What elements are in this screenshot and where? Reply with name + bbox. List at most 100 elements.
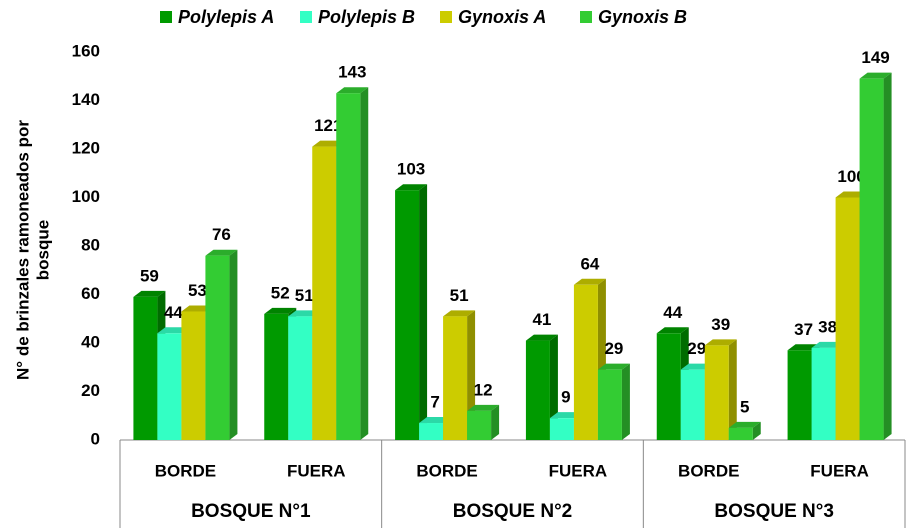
- legend-label: Polylepis B: [318, 7, 415, 27]
- bar-side: [419, 184, 428, 440]
- data-label: 44: [164, 303, 183, 322]
- y-tick-label: 0: [91, 429, 100, 448]
- bar-side: [728, 339, 737, 440]
- data-label: 76: [212, 225, 231, 244]
- data-label: 100: [837, 167, 865, 186]
- x-tick-label: BORDE: [678, 461, 739, 480]
- legend-swatch: [160, 11, 172, 23]
- bar-side: [752, 421, 761, 440]
- bar: [467, 410, 492, 440]
- bar-top: [443, 310, 476, 317]
- bar-top: [859, 72, 892, 79]
- y-tick-label: 40: [81, 332, 100, 351]
- bar: [336, 93, 361, 440]
- y-tick-label: 80: [81, 235, 100, 254]
- legend-label: Gynoxis A: [458, 7, 546, 27]
- y-label-line: bosque: [33, 220, 52, 280]
- bar-top: [395, 184, 428, 191]
- legend-label: Polylepis A: [178, 7, 274, 27]
- data-label: 9: [561, 388, 570, 407]
- bar-top: [133, 290, 166, 297]
- bar-top: [728, 421, 761, 428]
- data-label: 39: [711, 315, 730, 334]
- bar: [205, 255, 230, 440]
- bar-top: [467, 404, 500, 411]
- data-label: 52: [271, 283, 290, 302]
- bar-top: [656, 327, 689, 334]
- data-label: 37: [794, 320, 813, 339]
- data-label: 59: [140, 266, 159, 285]
- data-label: 38: [818, 317, 837, 336]
- data-label: 41: [532, 310, 551, 329]
- bar: [157, 333, 182, 440]
- data-label: 44: [663, 303, 682, 322]
- y-label-line: N° de brinzales ramoneados por: [13, 120, 32, 380]
- bar: [728, 427, 753, 440]
- legend-swatch: [440, 11, 452, 23]
- bar: [133, 296, 158, 440]
- bar: [395, 190, 420, 440]
- bar-side: [229, 249, 238, 440]
- bar-side: [549, 334, 558, 440]
- bar-side: [360, 87, 369, 440]
- x-tick-label: FUERA: [287, 461, 346, 480]
- bar: [811, 347, 836, 440]
- bar-side: [491, 404, 500, 440]
- y-tick-label: 60: [81, 284, 100, 303]
- y-tick-label: 120: [72, 138, 100, 157]
- bar: [288, 316, 313, 440]
- bar: [549, 418, 574, 440]
- y-tick-label: 140: [72, 90, 100, 109]
- bar: [680, 369, 705, 440]
- bar: [443, 316, 468, 440]
- bar-top: [525, 334, 558, 341]
- data-label: 12: [474, 380, 493, 399]
- data-label: 121: [314, 116, 342, 135]
- bar: [787, 350, 812, 440]
- bar: [835, 197, 860, 440]
- legend-swatch: [300, 11, 312, 23]
- bar-side: [883, 72, 892, 441]
- x-tick-label: FUERA: [810, 461, 869, 480]
- y-tick-label: 100: [72, 187, 100, 206]
- bar: [312, 146, 337, 440]
- data-label: 29: [604, 339, 623, 358]
- bar: [181, 311, 206, 440]
- data-label: 7: [430, 393, 439, 412]
- bar-top: [597, 363, 630, 370]
- y-tick-label: 160: [72, 41, 100, 60]
- bar-top: [336, 87, 369, 94]
- bar: [573, 284, 598, 440]
- bar: [859, 78, 884, 441]
- data-label: 53: [188, 281, 207, 300]
- x-tick-label: FUERA: [549, 461, 608, 480]
- data-label: 103: [397, 160, 425, 179]
- bar-top: [704, 339, 737, 346]
- group-label: BOSQUE N°1: [191, 501, 311, 522]
- bar: [704, 345, 729, 440]
- bar-top: [264, 307, 297, 314]
- y-tick-label: 20: [81, 381, 100, 400]
- bar: [419, 423, 444, 440]
- bar-top: [205, 249, 238, 256]
- data-label: 149: [861, 48, 889, 67]
- bar: [264, 313, 289, 440]
- data-label: 143: [338, 63, 366, 82]
- x-tick-label: BORDE: [155, 461, 216, 480]
- bar-top: [573, 278, 606, 285]
- bar-side: [621, 363, 630, 440]
- data-label: 64: [580, 254, 599, 273]
- data-label: 29: [687, 339, 706, 358]
- bar: [597, 369, 622, 440]
- bar: [525, 340, 550, 440]
- group-label: BOSQUE N°3: [714, 501, 834, 522]
- data-label: 51: [295, 286, 314, 305]
- bar: [656, 333, 681, 440]
- data-label: 51: [450, 286, 469, 305]
- data-label: 5: [740, 397, 749, 416]
- legend-swatch: [580, 11, 592, 23]
- x-tick-label: BORDE: [416, 461, 477, 480]
- y-axis-label: N° de brinzales ramoneados por bosque: [13, 120, 52, 380]
- legend-label: Gynoxis B: [598, 7, 687, 27]
